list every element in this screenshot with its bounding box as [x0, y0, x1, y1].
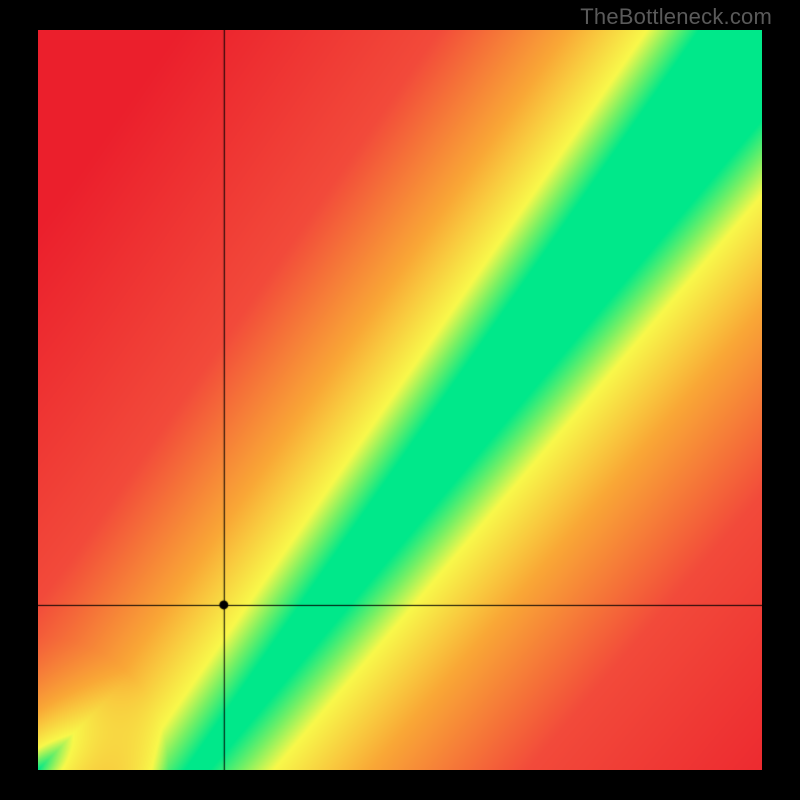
watermark-text: TheBottleneck.com: [580, 4, 772, 30]
chart-container: TheBottleneck.com: [0, 0, 800, 800]
bottleneck-heatmap: [38, 30, 762, 770]
